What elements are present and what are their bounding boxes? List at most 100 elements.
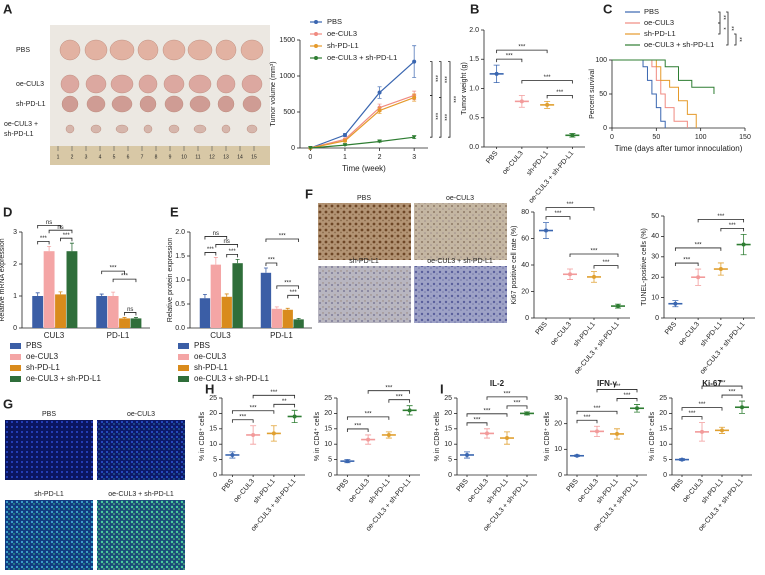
significance-bracket bbox=[546, 94, 573, 99]
tumor bbox=[242, 95, 262, 113]
significance-bracket bbox=[101, 270, 125, 275]
x-tick-label: 150 bbox=[739, 134, 751, 141]
tumor bbox=[90, 124, 102, 134]
tumor bbox=[168, 124, 180, 134]
tumor bbox=[164, 95, 184, 113]
y-tick-label: 10 bbox=[444, 441, 452, 448]
y-axis-label: % in CD8⁺ cells bbox=[649, 411, 656, 461]
significance-bracket bbox=[496, 58, 523, 63]
x-tick-label: PBS bbox=[566, 478, 581, 493]
y-tick-label: 1.5 bbox=[469, 56, 479, 63]
bar bbox=[43, 251, 55, 328]
y-tick-label: 20 bbox=[324, 410, 332, 417]
mean-dot bbox=[485, 431, 489, 436]
y-axis-label: TUNEL-positive cells (%) bbox=[641, 228, 648, 306]
y-tick-label: 10 bbox=[659, 441, 667, 448]
x-tick-label: oe-CUL3 + sh-PD-L1 bbox=[573, 321, 621, 376]
error-bar bbox=[285, 307, 290, 310]
mean-dot bbox=[366, 437, 371, 442]
significance-bracket bbox=[681, 416, 703, 420]
panel-letter: F bbox=[305, 186, 313, 201]
significance: *** bbox=[229, 249, 237, 255]
mean-dot bbox=[505, 436, 509, 441]
significance: ns bbox=[224, 239, 230, 245]
y-tick-label: 50 bbox=[651, 213, 659, 220]
significance: ns bbox=[46, 220, 52, 226]
mean-dot bbox=[544, 228, 548, 233]
mean-dot bbox=[494, 71, 499, 76]
ruler-number: 14 bbox=[237, 154, 243, 160]
y-tick-label: 20 bbox=[209, 410, 217, 417]
significance-bracket bbox=[596, 389, 638, 393]
panel-letter: I bbox=[440, 381, 444, 396]
y-tick-label: 0 bbox=[13, 325, 17, 332]
tumor bbox=[215, 39, 237, 61]
ruler-number: 10 bbox=[181, 154, 187, 160]
significance-bracket bbox=[506, 405, 528, 409]
survival-curve bbox=[612, 59, 697, 128]
x-tick-label: oe-CUL3 bbox=[501, 150, 524, 176]
ruler-number: 6 bbox=[127, 154, 130, 160]
y-tick-label: 20 bbox=[521, 288, 529, 295]
significance: *** bbox=[613, 384, 621, 390]
significance: *** bbox=[590, 249, 598, 255]
legend-marker bbox=[314, 56, 318, 60]
error-bar bbox=[202, 294, 207, 299]
y-tick-label: 40 bbox=[521, 262, 529, 269]
bar bbox=[32, 296, 44, 328]
significance: *** bbox=[396, 394, 404, 400]
marker bbox=[412, 95, 417, 100]
panel-letter: B bbox=[470, 1, 479, 16]
legend-label: oe-CUL3 bbox=[644, 18, 674, 27]
marker bbox=[411, 135, 417, 140]
tumor bbox=[110, 74, 134, 94]
mean-dot bbox=[616, 304, 620, 309]
error-bar bbox=[263, 267, 268, 273]
significance: *** bbox=[431, 75, 437, 83]
significance-bracket bbox=[681, 407, 723, 411]
ruler bbox=[50, 146, 270, 165]
tumor bbox=[137, 39, 159, 61]
significance-bracket bbox=[616, 398, 638, 402]
significance-bracket bbox=[674, 262, 699, 267]
if-image bbox=[5, 500, 93, 570]
significance: *** bbox=[440, 114, 446, 122]
legend-label: oe-CUL3 bbox=[327, 29, 357, 38]
if-image bbox=[97, 500, 185, 570]
significance: ** bbox=[719, 15, 725, 20]
image-label: sh-PD-L1 bbox=[34, 491, 64, 498]
x-tick-label: 3 bbox=[412, 154, 416, 161]
x-tick-label: sh-PD-L1 bbox=[699, 321, 723, 348]
significance-bracket bbox=[496, 49, 548, 54]
error-bar bbox=[213, 257, 218, 265]
marker bbox=[308, 146, 313, 150]
significance: *** bbox=[506, 54, 514, 60]
ruler-number: 2 bbox=[71, 154, 74, 160]
y-tick-label: 15 bbox=[659, 426, 667, 433]
significance: *** bbox=[556, 90, 564, 96]
tumor bbox=[138, 74, 158, 94]
significance-bracket bbox=[287, 294, 300, 299]
significance: ** bbox=[727, 26, 733, 31]
y-tick-label: 10 bbox=[651, 294, 659, 301]
error-bar bbox=[296, 318, 301, 320]
tumor bbox=[216, 74, 236, 94]
mean-dot bbox=[251, 432, 256, 437]
significance-bracket bbox=[439, 97, 442, 138]
significance-bracket bbox=[204, 236, 228, 240]
tumor bbox=[86, 95, 106, 113]
y-tick-label: 0 bbox=[291, 145, 295, 152]
y-tick-label: 0 bbox=[558, 472, 562, 479]
y-tick-label: 5 bbox=[328, 456, 332, 463]
significance: *** bbox=[566, 202, 574, 208]
bar bbox=[107, 296, 119, 328]
error-bar bbox=[224, 293, 229, 297]
significance-bracket bbox=[231, 410, 275, 414]
significance: *** bbox=[40, 236, 48, 242]
photo-label: sh-PD-L1 bbox=[16, 101, 46, 108]
legend-label: sh-PD-L1 bbox=[327, 41, 359, 50]
mean-dot bbox=[696, 275, 701, 280]
significance-bracket bbox=[37, 225, 61, 229]
bar bbox=[260, 272, 272, 328]
